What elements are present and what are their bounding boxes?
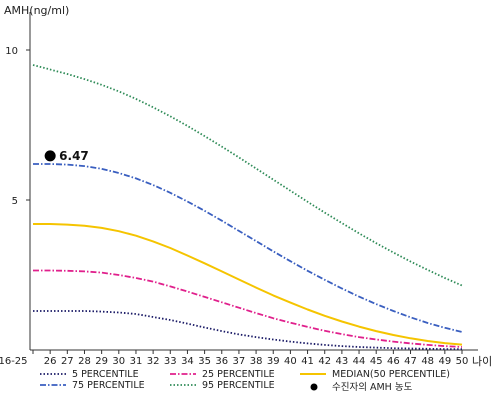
x-tick-label: 16-25 — [0, 356, 28, 367]
x-tick-label: 28 — [78, 356, 91, 367]
legend-label: MEDIAN(50 PERCENTILE) — [332, 369, 450, 380]
legend-label: 75 PERCENTILE — [72, 380, 145, 391]
patient-amh-label: 6.47 — [59, 149, 89, 163]
x-tick-label: 47 — [404, 356, 417, 367]
x-tick-label: 42 — [318, 356, 331, 367]
x-tick-label: 27 — [61, 356, 74, 367]
legend-patient-label: 수진자의 AMH 농도 — [332, 382, 413, 393]
x-tick-label: 43 — [336, 356, 349, 367]
series-line-95-percentile — [32, 64, 463, 287]
x-tick-label: 36 — [215, 356, 228, 367]
x-tick-label: 41 — [301, 356, 314, 367]
axes: AMH(ng/ml) 5 10 16-25 26 27 28 29 30 31 32 33 34 35 36… — [0, 4, 492, 368]
x-tick-label: 40 — [284, 356, 297, 367]
x-tick-label: 49 — [438, 356, 451, 367]
x-tick-label: 39 — [267, 356, 280, 367]
x-tick-label: 48 — [421, 356, 434, 367]
series-line-5-percentile — [33, 310, 462, 351]
x-tick-label: 32 — [147, 356, 160, 367]
marker-layer: 6.47 — [44, 149, 89, 163]
y-tick-label: 5 — [12, 196, 18, 207]
x-tick-label: 31 — [130, 356, 143, 367]
patient-amh-point — [44, 150, 56, 162]
x-tick-label: 44 — [353, 356, 366, 367]
y-tick-label: 10 — [5, 46, 18, 57]
x-tick-label: 26 — [44, 356, 57, 367]
x-tick-label: 34 — [181, 356, 194, 367]
series-line-25-percentile — [33, 269, 463, 348]
x-tick-label: 29 — [95, 356, 108, 367]
x-tick-label: 37 — [233, 356, 246, 367]
x-tick-label: 46 — [387, 356, 400, 367]
legend-label: 25 PERCENTILE — [202, 369, 275, 380]
x-tick-label: 35 — [198, 356, 211, 367]
x-tick-label: 45 — [370, 356, 383, 367]
x-tick-label: 33 — [164, 356, 177, 367]
series-layer — [32, 64, 463, 351]
legend: 5 PERCENTILE 25 PERCENTILE MEDIAN(50 PERCE… — [40, 369, 450, 393]
y-axis-title: AMH(ng/ml) — [4, 4, 69, 17]
series-line-median-50-percentile — [33, 223, 463, 346]
x-tick-label: 30 — [112, 356, 125, 367]
legend-label: 5 PERCENTILE — [72, 369, 139, 380]
series-line-75-percentile — [33, 163, 463, 333]
legend-label: 95 PERCENTILE — [202, 380, 275, 391]
legend-patient-marker — [310, 383, 318, 391]
x-axis-title: 나이 — [472, 355, 492, 368]
x-tick-label: 50 — [456, 356, 469, 367]
x-tick-label: 38 — [250, 356, 263, 367]
